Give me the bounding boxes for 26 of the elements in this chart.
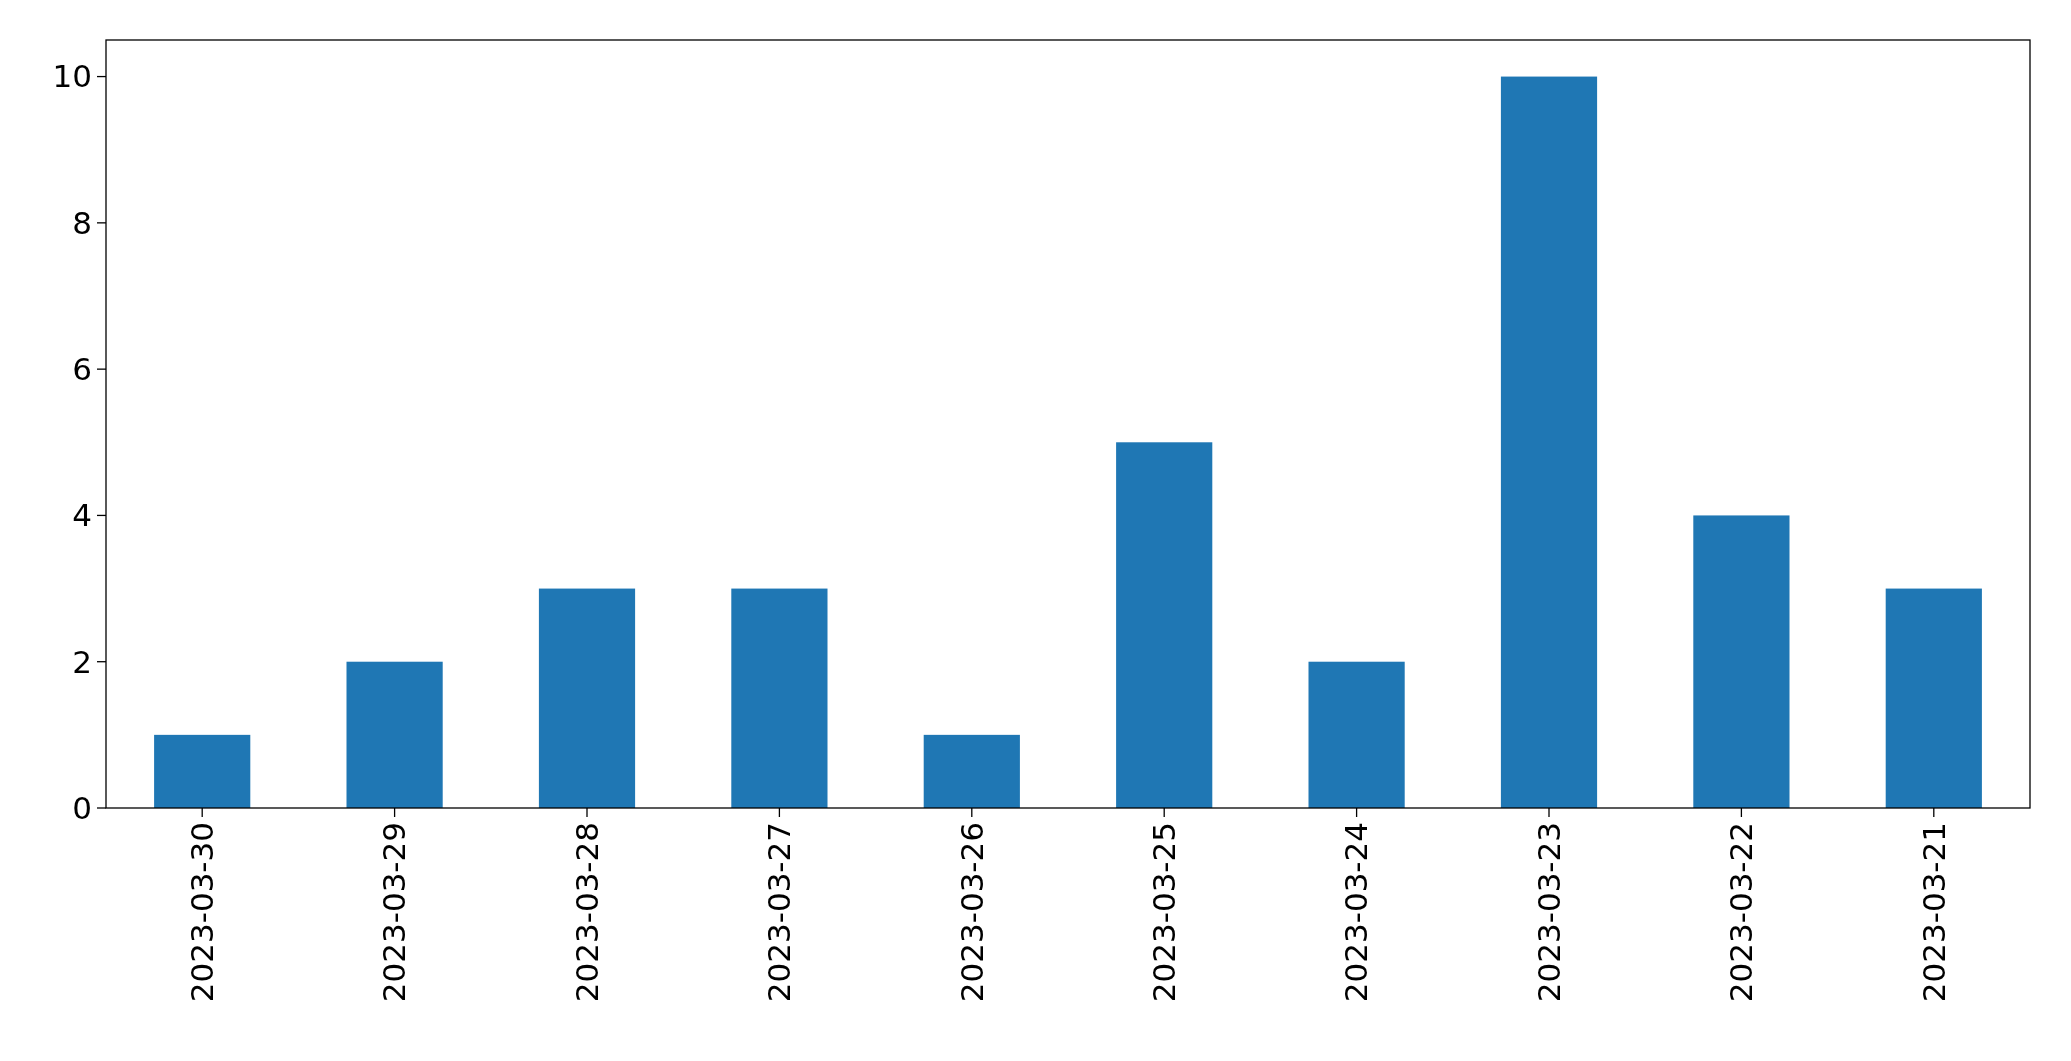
y-tick-label: 2 [72,643,92,680]
y-tick-label: 4 [72,497,92,534]
bar [1693,515,1790,808]
bar [1500,76,1598,808]
x-tick-label: 2023-03-26 [953,822,990,1003]
bar [731,588,828,808]
x-tick-label: 2023-03-27 [761,822,798,1003]
x-tick-label: 2023-03-21 [1915,822,1952,1003]
x-tick-label: 2023-03-28 [568,822,605,1003]
bar [346,661,443,808]
x-tick-label: 2023-03-29 [376,822,413,1003]
bar [1308,661,1405,808]
bar [1116,442,1213,808]
y-tick-label: 0 [72,789,92,826]
y-tick-label: 10 [52,58,92,95]
y-tick-label: 6 [72,350,92,387]
x-tick-label: 2023-03-25 [1146,822,1183,1003]
bar [1885,588,1982,808]
y-tick-label: 8 [72,204,92,241]
bar [154,734,251,808]
x-tick-label: 2023-03-24 [1338,822,1375,1003]
x-tick-label: 2023-03-23 [1530,822,1567,1003]
x-tick-label: 2023-03-22 [1723,822,1760,1003]
bar [923,734,1020,808]
bar [538,588,636,808]
x-tick-label: 2023-03-30 [184,822,221,1003]
